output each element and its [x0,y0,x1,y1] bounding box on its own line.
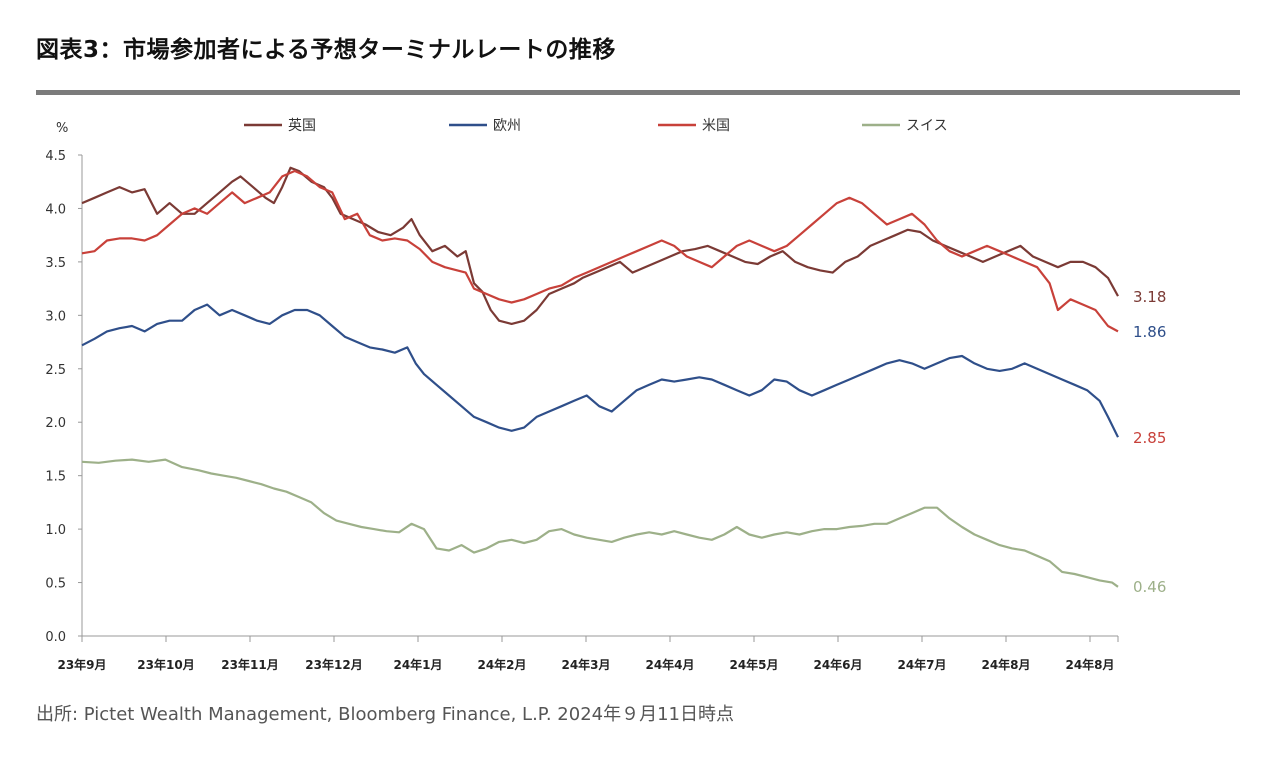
end-value-label: 2.85 [1133,429,1166,447]
legend-label: スイス [906,118,948,134]
line-chart: % 0.00.51.01.52.02.53.03.54.04.5 23年9月 23… [45,117,1166,672]
legend: 英国 欧州 米国 スイス [244,117,948,134]
x-tick-label: 24年7月 [897,657,946,672]
legend-label: 英国 [288,117,316,134]
y-tick-label: 4.5 [45,149,66,164]
series-lines [81,166,1119,588]
title-divider [36,90,1240,95]
y-tick-label: 3.5 [45,256,66,271]
x-tick-label: 24年1月 [393,657,442,672]
x-tick-label: 24年5月 [729,657,778,672]
y-axis: 0.0 0.5 1.0 1.5 2.0 2.5 3.0 3.5 4.0 4.5 [45,149,83,645]
series-line-2 [81,169,1119,333]
legend-label: 米国 [702,118,730,134]
end-value-label: 1.86 [1133,323,1166,341]
end-value-label: 0.46 [1133,578,1166,596]
x-tick-label: 24年2月 [477,657,526,672]
y-tick-label: 0.5 [45,577,66,592]
y-tick-label: 2.5 [45,363,66,378]
x-tick-label: 24年3月 [561,657,610,672]
y-tick-label: 1.0 [45,523,66,538]
series-line-1 [81,303,1119,438]
x-axis: 23年9月 23年10月 23年11月 23年12月 24年1月 24年2月 24年3月 24… [57,635,1119,672]
y-tick-label: 2.0 [45,416,66,431]
end-value-label: 3.18 [1133,288,1166,306]
x-tick-label: 24年6月 [813,657,862,672]
source-note: 出所: Pictet Wealth Management, Bloomberg … [36,704,735,725]
x-tick-label: 23年9月 [57,657,106,672]
y-tick-label: 1.5 [45,470,66,485]
series-line-3 [81,458,1119,588]
x-tick-label: 23年10月 [137,657,194,672]
end-labels: 3.18 1.86 2.85 0.46 [1133,288,1166,596]
chart-title: 図表3：市場参加者による予想ターミナルレートの推移 [36,37,616,63]
legend-label: 欧州 [493,118,521,134]
x-tick-label: 24年4月 [645,657,694,672]
x-tick-label: 23年12月 [305,657,362,672]
y-tick-label: 3.0 [45,309,66,324]
y-tick-label: 0.0 [45,630,66,645]
y-axis-unit: % [56,121,68,136]
x-tick-label: 23年11月 [221,657,278,672]
x-tick-label: 24年8月 [981,657,1030,672]
y-tick-label: 4.0 [45,202,66,217]
series-line-0 [81,166,1119,325]
x-tick-label: 24年8月 [1065,657,1114,672]
